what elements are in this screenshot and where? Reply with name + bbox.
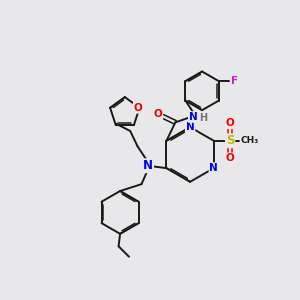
Text: N: N [186,122,194,132]
Text: O: O [226,118,235,128]
Text: O: O [134,103,142,113]
Text: O: O [153,109,162,119]
Text: F: F [231,76,238,86]
Text: CH₃: CH₃ [240,136,259,145]
Text: N: N [143,159,153,172]
Text: O: O [226,153,235,163]
Text: H: H [199,113,207,124]
Text: N: N [209,163,218,173]
Text: S: S [226,134,234,147]
Text: N: N [189,112,198,122]
